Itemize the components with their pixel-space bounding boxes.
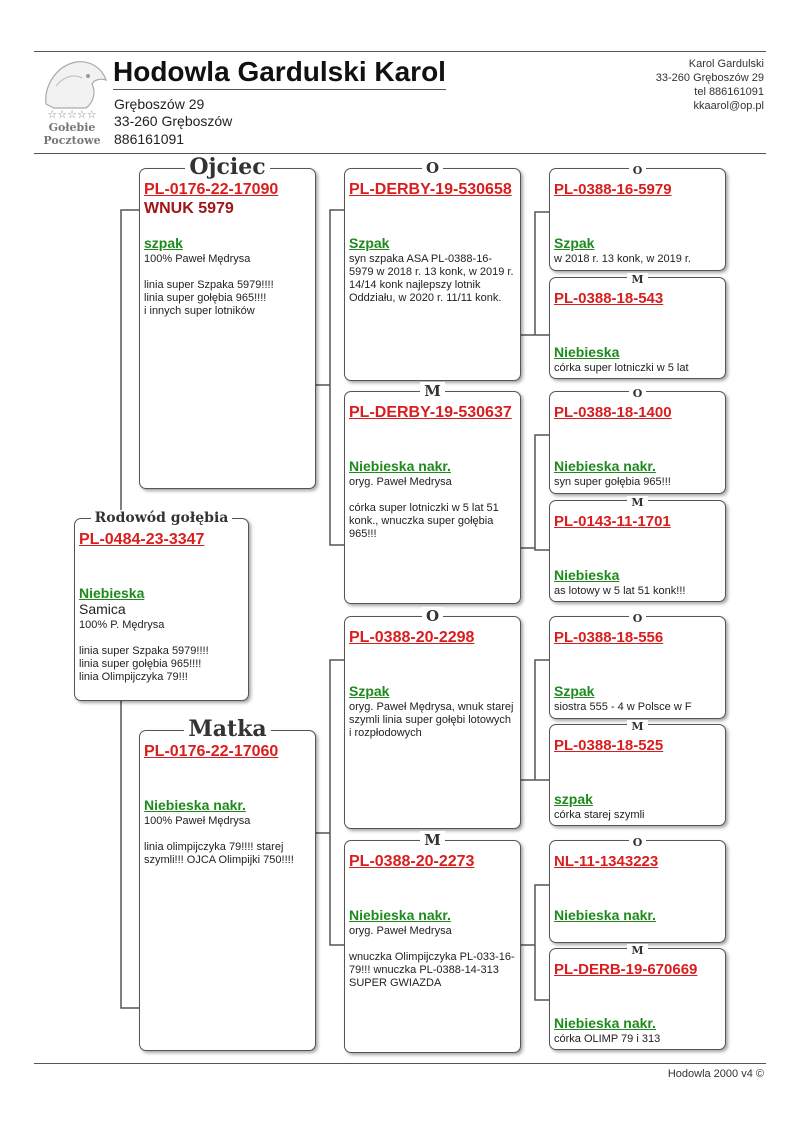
great-grandparent-box: O PL-0388-18-1400 Niebieska nakr. syn su… xyxy=(549,387,726,494)
ring-number[interactable]: PL-DERB-19-670669 xyxy=(554,961,698,978)
description: oryg. Paweł Medrysa wnuczka Olimpijczyka… xyxy=(349,925,515,989)
box-label: M xyxy=(550,270,725,287)
great-grandparent-box: O PL-0388-16-5979 Szpak w 2018 r. 13 kon… xyxy=(549,164,726,271)
breeder-address: 33-260 Gręboszów 29 xyxy=(655,72,764,84)
sex: Samica xyxy=(79,601,126,617)
box-label: Matka xyxy=(140,715,315,742)
box-label: M xyxy=(550,493,725,510)
great-grandparent-box: O PL-0388-18-556 Szpak siostra 555 - 4 w… xyxy=(549,612,726,719)
box-label: M xyxy=(345,381,520,400)
description: w 2018 r. 13 konk, w 2019 r. xyxy=(554,253,691,265)
description: syn szpaka ASA PL-0388-16-5979 w 2018 r.… xyxy=(349,253,514,304)
address-phone: 886161091 xyxy=(114,131,185,147)
box-label: M xyxy=(345,830,520,849)
description: as lotowy w 5 lat 51 konk!!! xyxy=(554,585,686,597)
color-name: Niebieska nakr. xyxy=(554,907,656,923)
box-label: O xyxy=(345,606,520,625)
color-name: Szpak xyxy=(554,683,595,699)
color-name: Szpak xyxy=(554,235,595,251)
ring-number[interactable]: PL-0388-16-5979 xyxy=(554,181,672,198)
color-name: Niebieska xyxy=(79,585,145,601)
ring-number[interactable]: PL-0484-23-3347 xyxy=(79,531,205,548)
color-name: Niebieska xyxy=(554,567,620,583)
ring-number[interactable]: PL-0388-18-525 xyxy=(554,737,664,754)
breeder-phone: tel 886161091 xyxy=(694,86,764,98)
grandparent-box: O PL-0388-20-2298 Szpak oryg. Paweł Mędr… xyxy=(344,606,521,829)
grandparent-box: M PL-DERBY-19-530637 Niebieska nakr. ory… xyxy=(344,381,521,604)
description: 100% Paweł Mędrysa linia super Szpaka 59… xyxy=(144,253,274,317)
pigeon-name: WNUK 5979 xyxy=(144,200,234,217)
mother-box: Matka PL-0176-22-17060 Niebieska nakr. 1… xyxy=(139,715,316,1051)
ring-number[interactable]: PL-DERBY-19-530637 xyxy=(349,404,512,421)
ring-number[interactable]: PL-DERBY-19-530658 xyxy=(349,181,512,198)
box-label: O xyxy=(550,384,725,401)
great-grandparent-box: M PL-0143-11-1701 Niebieska as lotowy w … xyxy=(549,496,726,602)
color-name: Niebieska nakr. xyxy=(349,907,451,923)
color-name: Niebieska nakr. xyxy=(144,797,246,813)
father-box: Ojciec PL-0176-22-17090 WNUK 5979 szpak … xyxy=(139,153,316,489)
box-label: O xyxy=(550,161,725,178)
description: 100% P. Mędrysa linia super Szpaka 5979!… xyxy=(79,619,209,683)
description: syn super gołębia 965!!! xyxy=(554,476,671,488)
grandparent-box: O PL-DERBY-19-530658 Szpak syn szpaka AS… xyxy=(344,158,521,381)
color-name: Niebieska xyxy=(554,344,620,360)
ring-number[interactable]: NL-11-1343223 xyxy=(554,853,659,870)
great-grandparent-box: M PL-0388-18-543 Niebieska córka super l… xyxy=(549,273,726,379)
footer-rule xyxy=(34,1063,766,1064)
great-grandparent-box: O NL-11-1343223 Niebieska nakr. xyxy=(549,836,726,943)
ring-number[interactable]: PL-0388-18-543 xyxy=(554,290,664,307)
pigeon-logo: ☆☆☆☆☆ Gołebie Pocztowe xyxy=(34,56,110,148)
breeder-contact: Karol Gardulski 33-260 Gręboszów 29 tel … xyxy=(656,57,764,113)
description: córka starej szymli xyxy=(554,809,645,821)
color-name: szpak xyxy=(554,791,593,807)
box-label: Rodowód gołębia xyxy=(75,509,248,527)
ring-number[interactable]: PL-0176-22-17090 xyxy=(144,181,279,198)
color-name: Niebieska nakr. xyxy=(554,1015,656,1031)
ring-number[interactable]: PL-0388-20-2273 xyxy=(349,853,475,870)
color-name: Szpak xyxy=(349,235,390,251)
description: oryg. Paweł Mędrysa, wnuk starej szymli … xyxy=(349,701,514,739)
box-label: O xyxy=(550,609,725,626)
color-name: Szpak xyxy=(349,683,390,699)
svg-text:☆☆☆☆☆: ☆☆☆☆☆ xyxy=(47,108,96,121)
breeder-name: Karol Gardulski xyxy=(688,58,764,70)
color-name: Niebieska nakr. xyxy=(349,458,451,474)
breeder-email: kkaarol@op.pl xyxy=(693,100,764,112)
box-label: Ojciec xyxy=(140,153,315,180)
header-rule xyxy=(34,153,766,154)
address-city: 33-260 Gręboszów xyxy=(114,113,233,129)
description: oryg. Paweł Medrysa córka super lotniczk… xyxy=(349,476,499,540)
page-title: Hodowla Gardulski Karol xyxy=(113,56,446,90)
footer-credit: Hodowla 2000 v4 © xyxy=(667,1068,764,1080)
description: siostra 555 - 4 w Polsce w F xyxy=(554,701,692,713)
box-label: O xyxy=(550,833,725,850)
color-name: Niebieska nakr. xyxy=(554,458,656,474)
top-rule xyxy=(34,51,766,52)
grandparent-box: M PL-0388-20-2273 Niebieska nakr. oryg. … xyxy=(344,830,521,1053)
ring-number[interactable]: PL-0388-18-1400 xyxy=(554,404,672,421)
box-label: O xyxy=(345,158,520,177)
box-label: M xyxy=(550,941,725,958)
svg-text:Pocztowe: Pocztowe xyxy=(43,134,100,147)
box-label: M xyxy=(550,717,725,734)
ring-number[interactable]: PL-0388-20-2298 xyxy=(349,629,475,646)
ring-number[interactable]: PL-0388-18-556 xyxy=(554,629,664,646)
description: córka super lotniczki w 5 lat xyxy=(554,362,689,374)
svg-text:Gołebie: Gołebie xyxy=(49,121,96,134)
subject-box: Rodowód gołębia PL-0484-23-3347 Niebiesk… xyxy=(74,510,249,701)
color-name: szpak xyxy=(144,235,183,251)
ring-number[interactable]: PL-0143-11-1701 xyxy=(554,513,671,530)
ring-number[interactable]: PL-0176-22-17060 xyxy=(144,743,279,760)
address-street: Gręboszów 29 xyxy=(114,96,205,112)
great-grandparent-box: M PL-0388-18-525 szpak córka starej szym… xyxy=(549,720,726,826)
description: 100% Paweł Mędrysa linia olimpijczyka 79… xyxy=(144,815,294,866)
description: córka OLIMP 79 i 313 xyxy=(554,1033,661,1045)
great-grandparent-box: M PL-DERB-19-670669 Niebieska nakr. córk… xyxy=(549,944,726,1050)
